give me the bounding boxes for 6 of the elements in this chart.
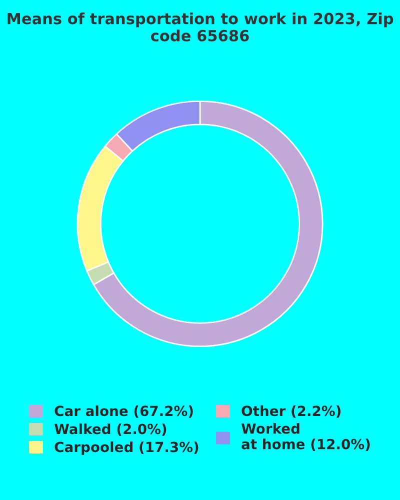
legend-label: Worked at home (12.0%) <box>241 423 370 451</box>
chart-title: Means of transportation to work in 2023, Zip code 65686 <box>8 12 394 42</box>
legend-label: Carpooled (17.3%) <box>54 441 198 455</box>
legend-label: Walked (2.0%) <box>54 423 166 436</box>
legend-label: Other (2.2%) <box>242 405 340 418</box>
legend-label: Car alone (67.2%) <box>54 405 193 418</box>
